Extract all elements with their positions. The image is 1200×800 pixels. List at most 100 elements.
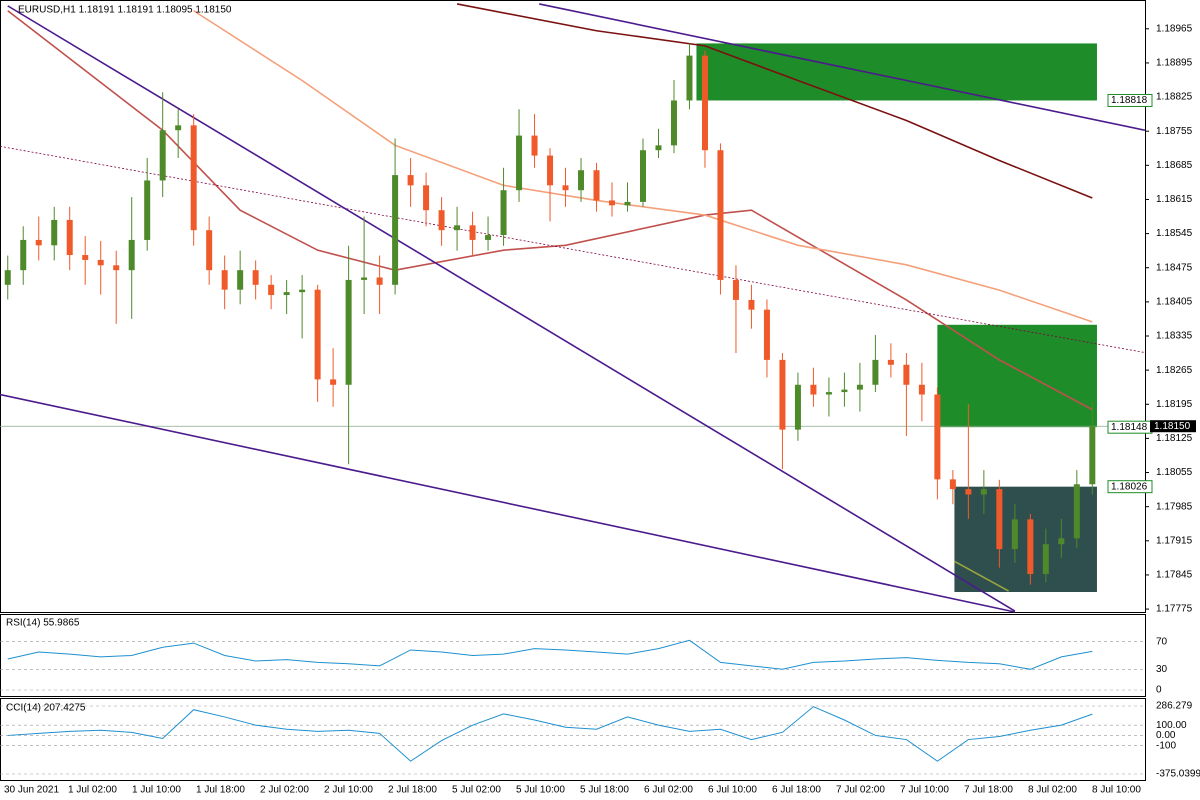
- x-tick-label: 6 Jul 18:00: [772, 785, 821, 796]
- candle-body: [144, 180, 151, 240]
- indicator-line: [7, 706, 1093, 762]
- candle-body: [624, 201, 631, 206]
- candle-body: [810, 384, 817, 395]
- candle-body: [1011, 519, 1018, 550]
- candle-body: [407, 175, 414, 186]
- candle-body: [701, 55, 708, 151]
- y-tick-label: 100.00: [1156, 720, 1187, 731]
- candle-body: [206, 230, 213, 271]
- candle-body: [1073, 484, 1080, 539]
- candle-body: [670, 100, 677, 146]
- x-tick-label: 6 Jul 02:00: [644, 785, 693, 796]
- overlay-line: [539, 3, 1146, 132]
- y-tick-label: 1.17775: [1156, 604, 1193, 615]
- y-tick-label: 1.18125: [1156, 433, 1193, 444]
- candle-body: [113, 265, 120, 271]
- candle-body: [825, 392, 832, 395]
- x-tick-label: 1 Jul 02:00: [68, 785, 117, 796]
- candle-body: [51, 219, 58, 246]
- candle-body: [97, 259, 104, 266]
- x-tick-label: 1 Jul 18:00: [196, 785, 245, 796]
- candle-body: [887, 359, 894, 365]
- main-frame: [0, 0, 1146, 613]
- x-tick-label: 8 Jul 10:00: [1092, 785, 1141, 796]
- candle-body: [779, 359, 786, 430]
- candle-body: [639, 150, 646, 202]
- x-tick-label: 5 Jul 18:00: [580, 785, 629, 796]
- y-tick-label: 1.17845: [1156, 570, 1193, 581]
- candle-body: [423, 185, 430, 211]
- candle-body: [299, 289, 306, 293]
- candle-body: [454, 225, 461, 231]
- overlay-line: [954, 560, 1010, 592]
- candle-body: [1089, 426, 1096, 485]
- y-tick-label: 1.18685: [1156, 160, 1193, 171]
- y-tick-label: 1.18265: [1156, 365, 1193, 376]
- candle-body: [128, 239, 135, 271]
- candle-body: [159, 130, 166, 181]
- candle-body: [500, 190, 507, 236]
- candle-body: [190, 125, 197, 231]
- y-tick-label: 1.18405: [1156, 297, 1193, 308]
- x-tick-label: 7 Jul 18:00: [964, 785, 1013, 796]
- candle-body: [66, 219, 73, 256]
- chart-title: EURUSD,H1 1.18191 1.18191 1.18095 1.1815…: [18, 5, 232, 16]
- y-tick-label: 1.18965: [1156, 23, 1193, 34]
- x-tick-label: 5 Jul 10:00: [516, 785, 565, 796]
- candle-body: [918, 384, 925, 395]
- candle-body: [20, 239, 27, 271]
- candle-body: [732, 279, 739, 300]
- candle-body: [686, 55, 693, 101]
- y-tick-label: 1.18755: [1156, 126, 1193, 137]
- candle-body: [221, 270, 228, 290]
- candle-body: [980, 489, 987, 495]
- candle-body: [996, 489, 1003, 550]
- cci-frame: [0, 698, 1146, 781]
- overlay-line: [193, 10, 1093, 323]
- overlay-line: [7, 10, 1093, 411]
- candle-body: [794, 384, 801, 430]
- price-label: 1.18818: [1111, 95, 1148, 106]
- candle-body: [469, 225, 476, 240]
- candle-body: [578, 170, 585, 191]
- x-tick-label: 8 Jul 02:00: [1028, 785, 1077, 796]
- current-price-box: [1150, 420, 1196, 433]
- candle-body: [856, 384, 863, 390]
- y-tick-label: -100: [1156, 740, 1176, 751]
- candle-body: [717, 150, 724, 280]
- x-tick-label: 5 Jul 02:00: [452, 785, 501, 796]
- candle-body: [748, 299, 755, 310]
- zone: [937, 324, 1097, 428]
- y-tick-label: 1.17915: [1156, 535, 1193, 546]
- x-tick-label: 2 Jul 10:00: [324, 785, 373, 796]
- panel-title: CCI(14) 207.4275: [6, 703, 86, 714]
- candle-body: [4, 270, 11, 285]
- candle-body: [531, 135, 538, 156]
- candle-body: [1027, 519, 1034, 574]
- y-tick-label: 1.17985: [1156, 501, 1193, 512]
- candle-body: [82, 255, 89, 260]
- y-tick-label: 1.18545: [1156, 228, 1193, 239]
- candle-body: [35, 239, 42, 246]
- candle-body: [283, 292, 290, 296]
- y-tick-label: 1.18055: [1156, 467, 1193, 478]
- x-tick-label: 7 Jul 02:00: [836, 785, 885, 796]
- candle-body: [903, 364, 910, 385]
- price-label-box: [1107, 480, 1153, 494]
- candle-body: [345, 279, 352, 385]
- x-tick-label: 30 Jun 2021: [4, 785, 59, 796]
- candle-body: [547, 155, 554, 186]
- candle-body: [562, 185, 569, 191]
- candle-body: [175, 125, 182, 131]
- x-tick-label: 1 Jul 10:00: [132, 785, 181, 796]
- y-tick-label: 286.279: [1156, 701, 1193, 712]
- candle-body: [237, 270, 244, 290]
- candle-body: [872, 359, 879, 385]
- y-tick-label: 1.18615: [1156, 194, 1193, 205]
- candle-body: [438, 210, 445, 231]
- overlay-line: [0, 393, 1016, 613]
- price-label-box: [1107, 93, 1153, 107]
- candle-body: [252, 270, 259, 285]
